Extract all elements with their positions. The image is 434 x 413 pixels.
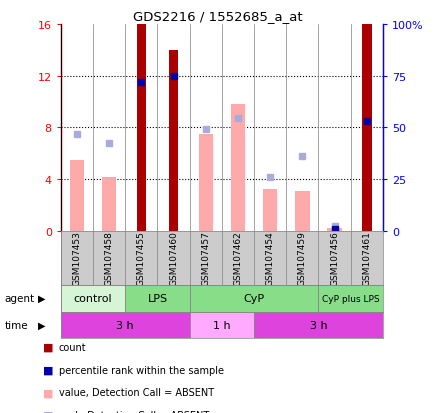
Bar: [125, 285, 189, 312]
Bar: [253, 312, 382, 339]
Text: GSM107454: GSM107454: [265, 231, 274, 285]
Bar: [198, 135, 213, 231]
Text: GSM107459: GSM107459: [297, 231, 306, 285]
Bar: [61, 285, 125, 312]
Bar: [230, 105, 245, 231]
Text: LPS: LPS: [147, 293, 167, 304]
Bar: [262, 190, 277, 231]
Text: GSM107455: GSM107455: [137, 231, 145, 285]
Text: time: time: [4, 320, 28, 330]
Text: rank, Detection Call = ABSENT: rank, Detection Call = ABSENT: [59, 410, 208, 413]
Bar: [61, 312, 189, 339]
Text: GSM107461: GSM107461: [362, 231, 370, 285]
Bar: [189, 285, 318, 312]
Bar: [69, 160, 84, 231]
Bar: [136, 25, 146, 231]
Text: percentile rank within the sample: percentile rank within the sample: [59, 365, 223, 375]
Text: 1 h: 1 h: [213, 320, 230, 330]
Text: ▶: ▶: [37, 293, 45, 304]
Text: control: control: [74, 293, 112, 304]
Text: GSM107457: GSM107457: [201, 231, 210, 285]
Bar: [326, 229, 341, 231]
Text: ■: ■: [43, 410, 53, 413]
Bar: [189, 312, 253, 339]
Text: GSM107453: GSM107453: [72, 231, 81, 285]
Text: CyP plus LPS: CyP plus LPS: [321, 294, 378, 303]
Bar: [168, 51, 178, 231]
Text: value, Detection Call = ABSENT: value, Detection Call = ABSENT: [59, 387, 214, 397]
Text: agent: agent: [4, 293, 34, 304]
Text: GSM107456: GSM107456: [329, 231, 338, 285]
Text: ■: ■: [43, 342, 53, 352]
Text: ▶: ▶: [37, 320, 45, 330]
Bar: [318, 285, 382, 312]
Text: GDS2216 / 1552685_a_at: GDS2216 / 1552685_a_at: [132, 10, 302, 23]
Text: ■: ■: [43, 365, 53, 375]
Text: GSM107462: GSM107462: [233, 231, 242, 285]
Text: 3 h: 3 h: [309, 320, 326, 330]
Bar: [361, 25, 371, 231]
Text: GSM107460: GSM107460: [169, 231, 178, 285]
Text: GSM107458: GSM107458: [105, 231, 113, 285]
Bar: [294, 191, 309, 231]
Bar: [102, 177, 116, 231]
Text: ■: ■: [43, 387, 53, 397]
Text: count: count: [59, 342, 86, 352]
Text: 3 h: 3 h: [116, 320, 134, 330]
Text: CyP: CyP: [243, 293, 264, 304]
